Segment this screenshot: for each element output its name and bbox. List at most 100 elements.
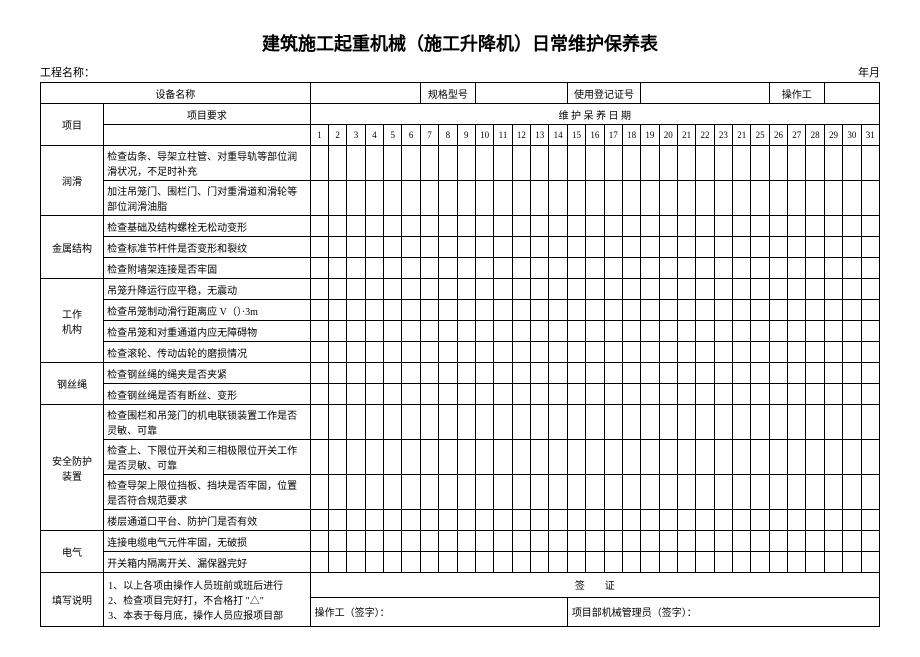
day-cell <box>788 279 806 300</box>
day-cell <box>329 279 347 300</box>
day-cell <box>494 216 512 237</box>
requirement-cell: 检查附墙架连接是否牢固 <box>104 258 311 279</box>
day-cell <box>549 552 567 573</box>
table-row: 检查吊笼和对重通道内应无障碍物 <box>41 321 880 342</box>
day-cell <box>769 510 787 531</box>
day-cell <box>402 342 420 363</box>
category-cell: 金属结构 <box>41 216 104 279</box>
day-cell <box>402 363 420 384</box>
day-cell <box>696 531 714 552</box>
day-cell <box>549 363 567 384</box>
day-cell <box>843 279 861 300</box>
day-cell <box>402 146 420 181</box>
day-header: 6 <box>402 125 420 146</box>
day-cell <box>733 440 751 475</box>
day-cell <box>457 237 475 258</box>
day-cell <box>806 300 824 321</box>
day-cell <box>567 181 585 216</box>
day-cell <box>512 146 530 181</box>
day-cell <box>843 363 861 384</box>
day-cell <box>824 279 842 300</box>
day-cell <box>567 384 585 405</box>
day-cell <box>622 440 640 475</box>
day-cell <box>384 552 402 573</box>
day-cell <box>549 279 567 300</box>
day-cell <box>769 552 787 573</box>
day-cell <box>641 216 659 237</box>
day-cell <box>310 300 328 321</box>
day-cell <box>310 216 328 237</box>
day-cell <box>365 321 383 342</box>
day-cell <box>714 531 732 552</box>
day-cell <box>494 531 512 552</box>
day-cell <box>659 321 677 342</box>
day-cell <box>677 258 695 279</box>
day-cell <box>402 300 420 321</box>
day-cell <box>365 279 383 300</box>
day-cell <box>788 440 806 475</box>
day-cell <box>457 258 475 279</box>
day-cell <box>494 321 512 342</box>
day-cell <box>457 475 475 510</box>
day-cell <box>604 405 622 440</box>
table-row: 检查标准节杆件是否变形和裂纹 <box>41 237 880 258</box>
equip-name-label: 设备名称 <box>41 83 311 104</box>
day-cell <box>457 300 475 321</box>
day-cell <box>365 552 383 573</box>
day-cell <box>843 146 861 181</box>
day-cell <box>420 146 438 181</box>
day-cell <box>788 146 806 181</box>
day-header: 26 <box>769 125 787 146</box>
day-cell <box>384 237 402 258</box>
day-cell <box>824 405 842 440</box>
day-cell <box>475 531 493 552</box>
day-cell <box>365 146 383 181</box>
day-cell <box>769 216 787 237</box>
day-cell <box>365 181 383 216</box>
day-cell <box>567 216 585 237</box>
day-cell <box>402 279 420 300</box>
sign-header: 签 证 <box>310 573 879 598</box>
day-cell <box>843 384 861 405</box>
day-cell <box>347 552 365 573</box>
day-cell <box>439 531 457 552</box>
day-cell <box>861 342 879 363</box>
day-cell <box>512 181 530 216</box>
day-cell <box>696 384 714 405</box>
day-cell <box>622 237 640 258</box>
day-cell <box>641 279 659 300</box>
day-cell <box>751 475 769 510</box>
day-cell <box>567 405 585 440</box>
day-cell <box>733 300 751 321</box>
day-cell <box>347 146 365 181</box>
day-cell <box>824 237 842 258</box>
day-cell <box>788 237 806 258</box>
day-cell <box>806 363 824 384</box>
day-cell <box>622 181 640 216</box>
requirement-cell: 检查标准节杆件是否变形和裂纹 <box>104 237 311 258</box>
day-cell <box>475 342 493 363</box>
day-cell <box>659 342 677 363</box>
item-label: 项目 <box>41 104 104 146</box>
day-cell <box>861 440 879 475</box>
day-cell <box>439 146 457 181</box>
day-cell <box>769 258 787 279</box>
day-header: 7 <box>420 125 438 146</box>
day-cell <box>622 321 640 342</box>
day-cell <box>347 363 365 384</box>
day-cell <box>494 440 512 475</box>
day-cell <box>420 440 438 475</box>
day-header: 12 <box>512 125 530 146</box>
day-cell <box>659 440 677 475</box>
day-cell <box>659 475 677 510</box>
table-row: 楼层通道口平台、防护门是否有效 <box>41 510 880 531</box>
day-cell <box>604 552 622 573</box>
day-cell <box>861 216 879 237</box>
day-cell <box>843 405 861 440</box>
requirement-cell: 检查吊笼和对重通道内应无障碍物 <box>104 321 311 342</box>
day-cell <box>310 321 328 342</box>
day-cell <box>402 475 420 510</box>
day-cell <box>475 258 493 279</box>
day-cell <box>531 384 549 405</box>
manager-sign: 项目部机械管理员（签字）： <box>567 597 879 626</box>
